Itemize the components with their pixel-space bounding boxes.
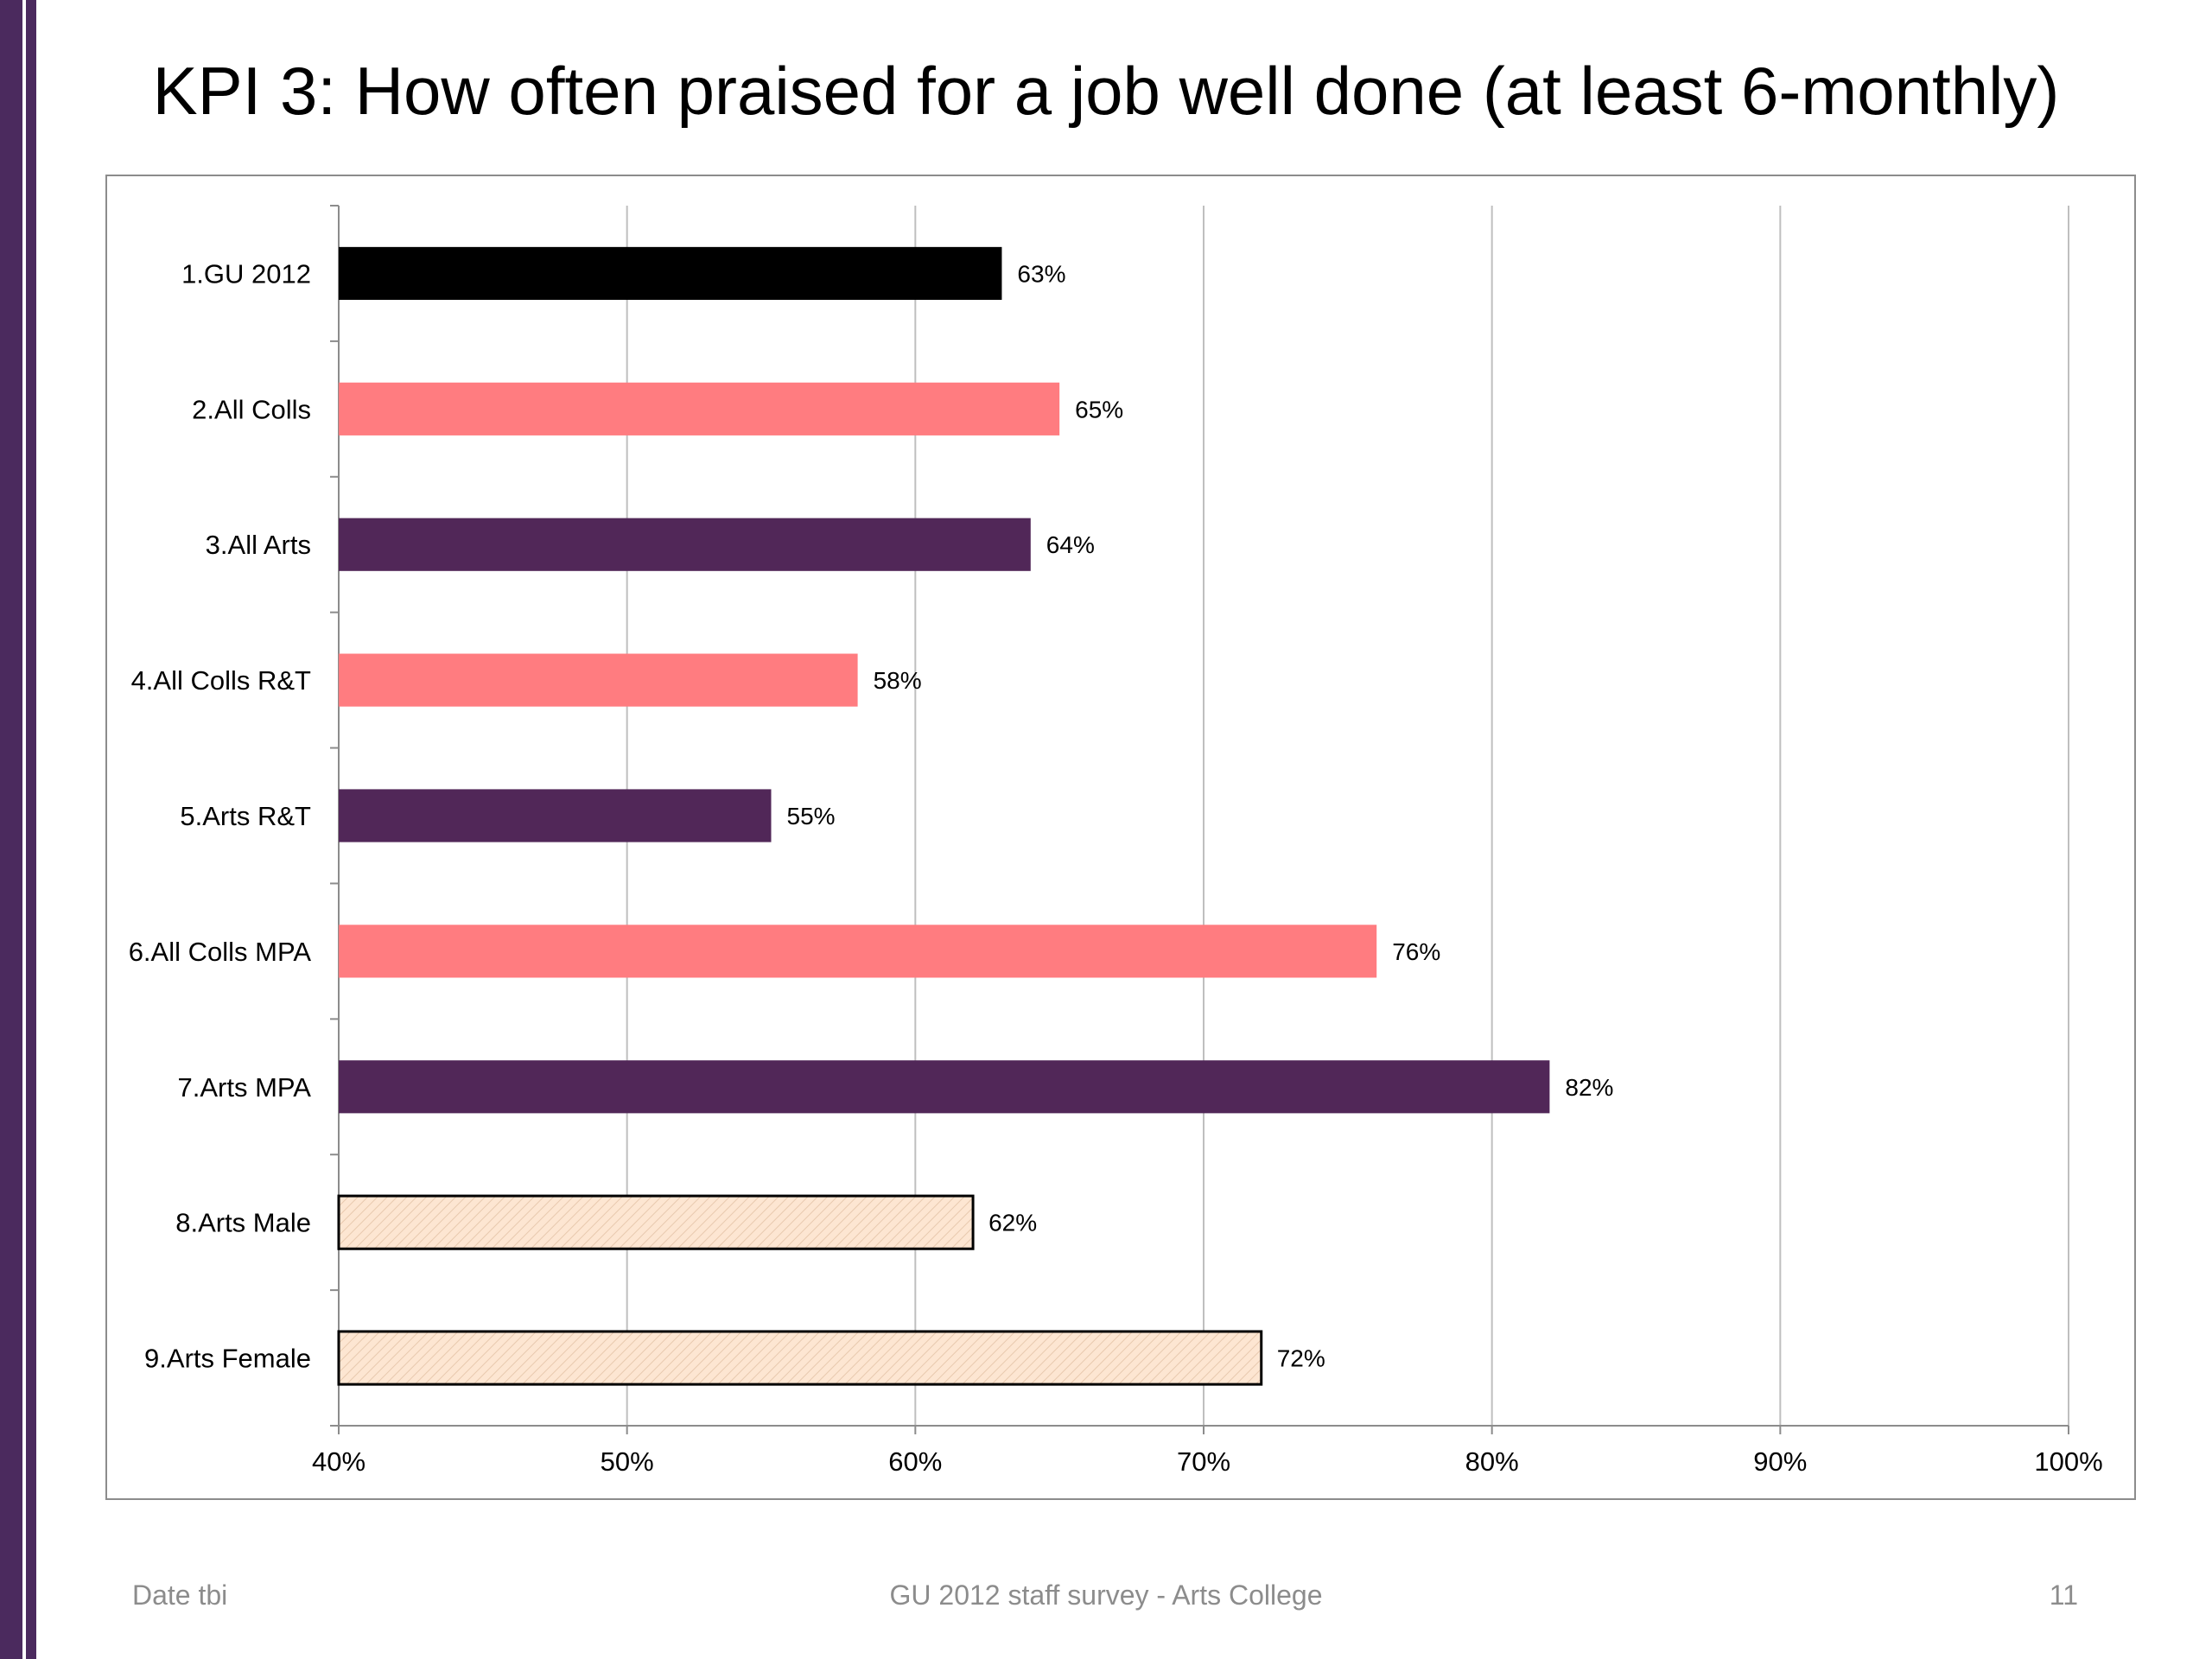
chart-frame: 40% 50% 60% 70% 80% 90% 100% 1.GU 2012 63% 2.All … [105,175,2136,1500]
data-label: 64% [1046,531,1095,558]
side-rail-thin [26,0,36,1659]
slide-title: KPI 3: How often praised for a job well … [152,53,2060,129]
footer-page-number: 11 [2049,1580,2078,1611]
category-label: 2.All Colls [192,394,311,424]
x-tick-label: 40% [312,1446,365,1477]
x-tick-label: 80% [1465,1446,1519,1477]
bar [337,1330,1263,1386]
bar-chart: 40% 50% 60% 70% 80% 90% 100% 1.GU 2012 63% 2.All … [129,205,2103,1477]
bar [339,246,1002,301]
category-label: 4.All Colls R&T [131,665,311,696]
bar [339,789,772,842]
data-label: 55% [787,803,836,830]
x-tick-label: 50% [601,1446,654,1477]
category-label: 6.All Colls MPA [129,937,312,967]
bars [337,246,1550,1386]
data-label: 72% [1277,1345,1325,1372]
category-label: 3.All Arts [206,530,311,560]
data-label: 82% [1565,1074,1613,1101]
labels: 40% 50% 60% 70% 80% 90% 100% 1.GU 2012 63% 2.All … [129,258,2103,1477]
footer-date: Date tbi [132,1580,228,1611]
data-label: 62% [988,1210,1037,1236]
data-label: 65% [1075,396,1123,423]
category-label: 7.Arts MPA [178,1072,312,1103]
category-label: 8.Arts Male [175,1208,311,1238]
bar [339,382,1060,435]
data-label: 58% [874,667,922,694]
data-label: 63% [1017,260,1065,287]
side-rail-thick [0,0,22,1659]
x-tick-label: 60% [888,1446,942,1477]
bar [339,925,1377,978]
category-label: 1.GU 2012 [181,258,311,289]
x-tick-label: 90% [1753,1446,1807,1477]
category-label: 9.Arts Female [144,1344,311,1374]
bar [337,1194,975,1250]
bar [339,518,1031,571]
data-label: 76% [1392,938,1440,965]
category-label: 5.Arts R&T [180,801,311,831]
footer-survey-name: GU 2012 staff survey - Arts College [889,1580,1323,1611]
bar [339,1060,1550,1114]
x-tick-label: 70% [1177,1446,1230,1477]
x-tick-label: 100% [2034,1446,2102,1477]
bar [339,653,858,707]
